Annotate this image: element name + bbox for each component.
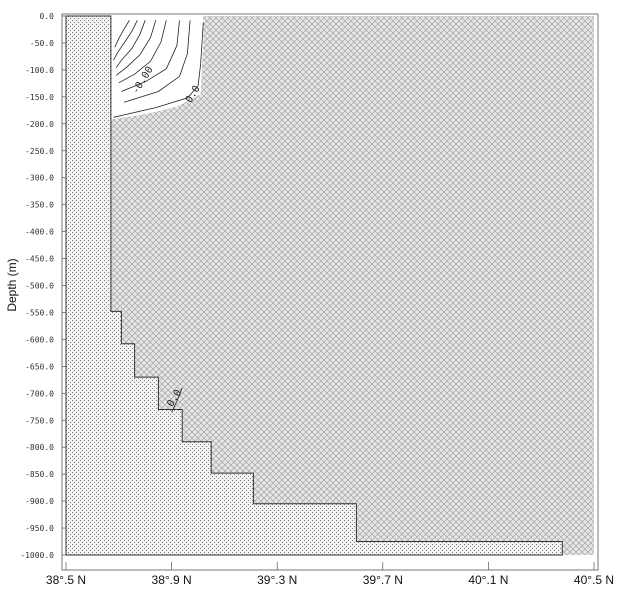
y-tick-label-15: -750.0	[25, 416, 54, 425]
contour-line-0	[113, 22, 204, 118]
y-tick-label-8: -400.0	[25, 228, 54, 237]
y-tick-label-0: 0.0	[40, 12, 55, 21]
x-tick-label-5: 40°.5 N	[574, 573, 614, 587]
contour-line-7	[114, 20, 130, 48]
plot-area: 0.0-0.000.0	[65, 15, 594, 556]
y-tick-label-17: -850.0	[25, 470, 54, 479]
y-tick-label-20: -1000.0	[20, 551, 54, 560]
y-tick-label-11: -550.0	[25, 308, 54, 317]
y-tick-label-9: -450.0	[25, 255, 54, 264]
contour-line-1	[123, 20, 191, 103]
y-tick-label-7: -350.0	[25, 201, 54, 210]
x-tick-label-3: 39°.7 N	[363, 573, 403, 587]
y-tick-label-5: -250.0	[25, 147, 54, 156]
y-axis: 0.0 -50.0 -100.0 -150.0 -200.0 -250.0 -300.0 -3…	[20, 12, 66, 560]
y-tick-label-13: -650.0	[25, 362, 54, 371]
x-tick-label-2: 39°.3 N	[257, 573, 297, 587]
x-axis: 38°.5 N 38°.9 N 39°.3 N 39°.7 N 40°.1 N 40°.5…	[46, 562, 614, 587]
y-tick-label-6: -300.0	[25, 174, 54, 183]
y-tick-label-4: -200.0	[25, 120, 54, 129]
x-tick-label-4: 40°.1 N	[468, 573, 508, 587]
y-tick-label-3: -150.0	[25, 93, 54, 102]
contour-region	[110, 16, 204, 120]
contour-line-2	[121, 20, 180, 92]
y-tick-label-18: -900.0	[25, 497, 54, 506]
y-axis-label: Depth (m)	[5, 258, 19, 311]
y-tick-label-1: -50.0	[30, 39, 54, 48]
contour-line-3	[118, 20, 167, 84]
x-tick-label-1: 38°.9 N	[152, 573, 192, 587]
x-tick-label-0: 38°.5 N	[46, 573, 86, 587]
y-tick-label-2: -100.0	[25, 66, 54, 75]
y-tick-label-16: -800.0	[25, 443, 54, 452]
seabed-profile	[65, 15, 563, 556]
y-tick-label-12: -600.0	[25, 335, 54, 344]
contour-line-6	[113, 20, 138, 61]
y-tick-label-19: -950.0	[25, 524, 54, 533]
y-tick-label-14: -700.0	[25, 389, 54, 398]
y-tick-label-10: -500.0	[25, 282, 54, 291]
contour-line-8	[171, 387, 183, 413]
contour-line-5	[115, 20, 146, 68]
contour-line-4	[115, 20, 157, 76]
